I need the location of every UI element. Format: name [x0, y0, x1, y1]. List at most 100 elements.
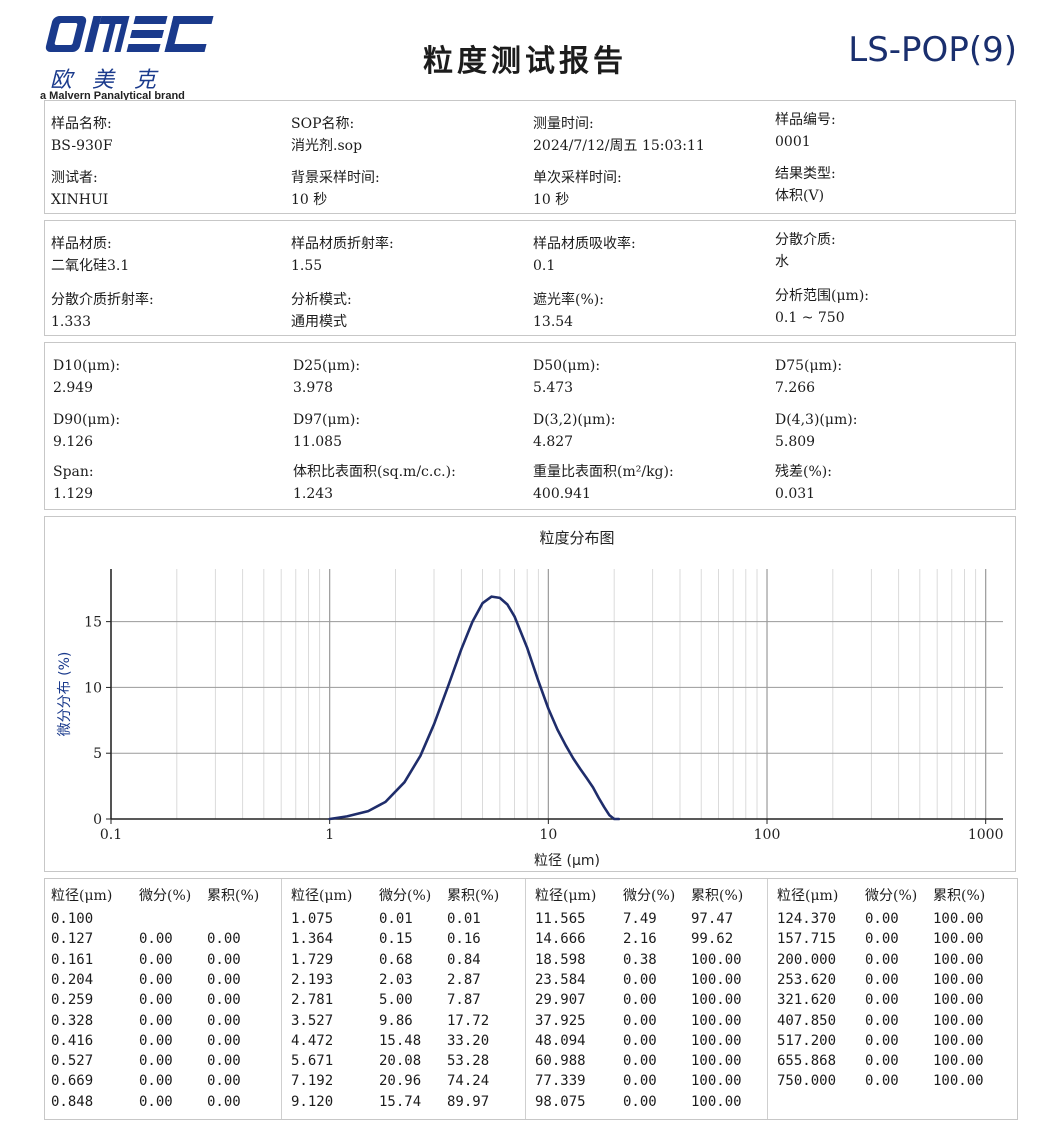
field-d25: D25(μm): 3.978 — [293, 357, 523, 397]
table-cell: 0.00 — [865, 931, 899, 948]
table-cell: 0.00 — [207, 1012, 241, 1029]
table-cell: 1.364 — [291, 931, 334, 948]
brand-line: a Malvern Panalytical brand — [40, 90, 185, 102]
table-cell: 53.28 — [447, 1053, 490, 1070]
table-cell: 98.075 — [535, 1093, 586, 1110]
table-cell: 0.848 — [51, 1093, 94, 1110]
table-cell: 15.74 — [379, 1093, 422, 1110]
x-tick-label: 1000 — [968, 827, 1004, 843]
field-label: D10(μm): — [53, 358, 121, 374]
table-cell: 0.00 — [139, 931, 173, 948]
field-value: 二氧化硅3.1 — [51, 258, 130, 274]
table-cell: 2.87 — [447, 971, 481, 988]
field-value: 通用模式 — [291, 314, 347, 330]
table-cell: 0.01 — [379, 911, 413, 927]
info-row: 测试者: XINHUI 背景采样时间: 10 秒 单次采样时间: 10 秒 结果类型:… — [45, 166, 1015, 219]
table-cell: 0.00 — [207, 1073, 241, 1090]
field-value: XINHUI — [51, 192, 109, 208]
table-cell: 1.729 — [291, 951, 334, 968]
field-value: 1.55 — [291, 258, 323, 274]
table-cell: 0.00 — [139, 1012, 173, 1029]
table-cell: 0.00 — [623, 1053, 657, 1070]
table-cell: 0.100 — [51, 911, 94, 927]
field-value: 7.266 — [775, 380, 816, 396]
distribution-curve — [328, 595, 621, 821]
table-cell: 0.01 — [447, 911, 481, 927]
table-header-cell: 累积(%) — [447, 888, 500, 904]
table-header-cell: 粒径(μm) — [535, 888, 597, 904]
y-tick-label: 10 — [84, 680, 102, 696]
table-cell: 750.000 — [777, 1073, 837, 1090]
results-row: D90(μm): 9.126 D97(μm): 11.085 D(3,2)(μm):… — [45, 411, 1015, 461]
field-value: 水 — [775, 254, 789, 270]
table-cell: 100.00 — [691, 971, 742, 988]
table-cell: 100.00 — [933, 971, 984, 988]
table-cell: 5.00 — [379, 992, 413, 1009]
table-divider — [767, 879, 768, 1119]
field-d75: D75(μm): 7.266 — [775, 357, 1005, 397]
table-cell: 7.87 — [447, 992, 481, 1009]
table-cell: 0.161 — [51, 951, 94, 968]
results-row: Span: 1.129 体积比表面积(sq.m/c.c.): 1.243 重量比表面… — [45, 463, 1015, 513]
table-cell: 0.00 — [623, 1032, 657, 1049]
table-header-cell: 微分(%) — [379, 888, 432, 904]
field-label: D25(μm): — [293, 358, 361, 374]
field-obscuration: 遮光率(%): 13.54 — [533, 291, 763, 331]
table-cell: 20.96 — [379, 1073, 422, 1090]
table-cell: 100.00 — [933, 1053, 984, 1070]
field-label: 遮光率(%): — [533, 292, 604, 308]
distribution-chart-panel: 粒度分布图 0 5 10 15 0.1 1 10 100 1000 粒径 (μm) 微分分布 (%) — [44, 516, 1016, 872]
table-cell: 0.00 — [139, 951, 173, 968]
table-cell: 100.00 — [691, 951, 742, 968]
results-row: D10(μm): 2.949 D25(μm): 3.978 D50(μm): 5.47… — [45, 357, 1015, 407]
field-label: 单次采样时间: — [533, 170, 622, 186]
field-tester: 测试者: XINHUI — [51, 169, 281, 209]
table-cell: 17.72 — [447, 1012, 490, 1029]
field-label: 测试者: — [51, 170, 98, 186]
field-value: 0001 — [775, 134, 811, 150]
field-measure-time: 测量时间: 2024/7/12/周五 15:03:11 — [533, 115, 763, 155]
field-label: D75(μm): — [775, 358, 843, 374]
field-label: D97(μm): — [293, 412, 361, 428]
table-cell: 0.00 — [207, 951, 241, 968]
table-cell: 0.00 — [207, 1093, 241, 1110]
field-label: 样品名称: — [51, 116, 112, 132]
table-cell: 0.00 — [865, 1073, 899, 1090]
table-cell: 0.00 — [865, 971, 899, 988]
field-label: D90(μm): — [53, 412, 121, 428]
field-value: 0.1 — [533, 258, 556, 274]
field-analysis-range: 分析范围(μm): 0.1 ~ 750 — [775, 287, 1005, 327]
table-cell: 9.120 — [291, 1093, 334, 1110]
field-value: 9.126 — [53, 434, 94, 450]
field-span: Span: 1.129 — [53, 463, 283, 503]
table-cell: 157.715 — [777, 931, 837, 948]
field-value: 3.978 — [293, 380, 334, 396]
table-cell: 37.925 — [535, 1012, 586, 1029]
table-cell: 7.49 — [623, 911, 657, 927]
doc-code: LS-POP(9) — [848, 30, 1017, 70]
table-cell: 407.850 — [777, 1012, 837, 1029]
field-sample-id: 样品编号: 0001 — [775, 111, 1005, 151]
field-value: 2.949 — [53, 380, 94, 396]
table-cell: 5.671 — [291, 1053, 334, 1070]
table-divider — [281, 879, 282, 1119]
table-header-cell: 粒径(μm) — [291, 888, 353, 904]
table-cell: 0.00 — [207, 931, 241, 948]
field-value: 5.473 — [533, 380, 574, 396]
field-label: 样品编号: — [775, 112, 836, 128]
field-value: 0.1 ~ 750 — [775, 310, 845, 326]
table-cell: 97.47 — [691, 911, 734, 927]
field-sop-name: SOP名称: 消光剂.sop — [291, 115, 521, 155]
table-cell: 29.907 — [535, 992, 586, 1009]
table-cell: 2.16 — [623, 931, 657, 948]
y-tick-label: 15 — [84, 615, 102, 631]
table-cell: 0.00 — [139, 1053, 173, 1070]
material-row: 分散介质折射率: 1.333 分析模式: 通用模式 遮光率(%): 13.54 分析范… — [45, 288, 1015, 341]
field-value: 10 秒 — [533, 192, 570, 208]
table-column-group: 粒径(μm) 微分(%) 累积(%) 1.075 0.01 0.01 1.364 0.15 0.… — [285, 879, 525, 1119]
table-cell: 33.20 — [447, 1032, 490, 1049]
report-title: 粒度测试报告 — [423, 44, 627, 79]
table-cell: 4.472 — [291, 1032, 334, 1049]
table-cell: 15.48 — [379, 1032, 422, 1049]
field-d32: D(3,2)(μm): 4.827 — [533, 411, 763, 451]
